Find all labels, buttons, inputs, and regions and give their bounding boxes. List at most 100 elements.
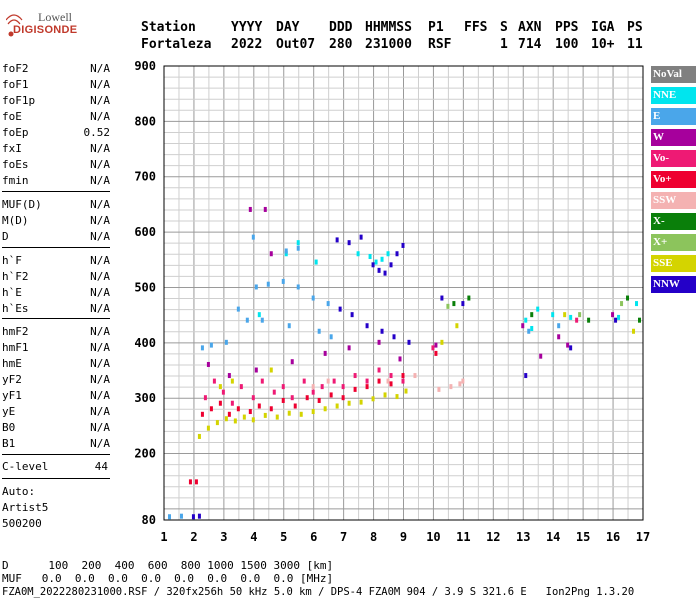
param-row-yf1: yF1 N/A	[2, 389, 110, 404]
header-value-pps: 100	[555, 37, 579, 52]
y-tick-label: 200	[134, 447, 156, 461]
y-tick-label: 80	[142, 513, 156, 527]
series-sse	[197, 312, 636, 439]
data-point	[248, 206, 252, 212]
header-value-ddd: 280	[329, 37, 353, 52]
x-tick-label: 7	[340, 530, 347, 544]
data-point	[617, 314, 621, 320]
series-e	[167, 234, 561, 520]
data-point	[257, 403, 261, 409]
data-point	[434, 350, 438, 356]
data-point	[329, 334, 333, 340]
data-point	[311, 295, 315, 301]
data-point	[209, 342, 213, 348]
param-row-ye: yE N/A	[2, 405, 110, 420]
param-value: N/A	[90, 110, 110, 123]
param-value: N/A	[90, 421, 110, 434]
data-point	[236, 406, 240, 412]
param-value: N/A	[90, 270, 110, 283]
data-point	[401, 373, 405, 379]
ionogram-chart: 1 2 3 4 5 6 7 8 9 10 11 12 13 14 15 16 17802003004005006…	[134, 59, 650, 544]
header-value-station: Fortaleza	[141, 37, 212, 52]
data-point	[395, 251, 399, 257]
data-point	[260, 378, 264, 384]
param-name: foEs	[2, 158, 29, 171]
data-point	[200, 345, 204, 351]
footer-info: FZA0M_2022280231000.RSF / 320fx256h 50 k…	[2, 586, 635, 598]
param-value: N/A	[90, 62, 110, 75]
param-name: foE	[2, 110, 22, 123]
data-point	[407, 339, 411, 345]
param-row-hf2: h`F2 N/A	[2, 270, 110, 285]
y-tick-label: 800	[134, 114, 156, 128]
data-point	[275, 414, 279, 420]
legend-item-e: E	[651, 108, 696, 125]
data-point	[401, 378, 405, 384]
data-point	[230, 400, 234, 406]
auto-scaling-line: 500200	[2, 517, 42, 530]
y-tick-label: 600	[134, 225, 156, 239]
data-point	[323, 406, 327, 412]
y-tick-label: 300	[134, 391, 156, 405]
data-point	[224, 416, 228, 422]
data-point	[260, 317, 264, 323]
data-point	[245, 317, 249, 323]
data-point	[458, 381, 462, 387]
header-label-axn: AXN	[518, 20, 542, 35]
data-point	[212, 378, 216, 384]
header-label-station: Station	[141, 20, 196, 35]
header-label-yyyy: YYYY	[231, 20, 263, 35]
param-name: yE	[2, 405, 16, 418]
param-value: N/A	[90, 389, 110, 402]
header-value-p1: RSF	[428, 37, 452, 52]
data-point	[251, 395, 255, 401]
series-x	[452, 295, 642, 323]
data-point	[614, 317, 618, 323]
footer-distance-row: D 100 200 400 600 800 1000 1500 3000 [km…	[2, 559, 334, 572]
data-point	[449, 384, 453, 390]
param-row-hme: hmE N/A	[2, 357, 110, 372]
param-value: N/A	[90, 214, 110, 227]
data-point	[359, 234, 363, 240]
header-value-hhmmss: 231000	[365, 37, 412, 52]
plot-frame	[163, 65, 644, 521]
x-tick-label: 6	[310, 530, 317, 544]
data-point	[539, 353, 543, 359]
header-value-axn: 714	[518, 37, 542, 52]
data-point	[347, 240, 351, 246]
data-point	[269, 251, 273, 257]
data-point	[359, 399, 363, 405]
param-value: N/A	[90, 78, 110, 91]
data-point	[311, 384, 315, 390]
data-point	[335, 237, 339, 243]
data-point	[341, 395, 345, 401]
data-point	[353, 386, 357, 392]
x-tick-label: 10	[426, 530, 440, 544]
data-point	[569, 314, 573, 320]
data-point	[557, 323, 561, 329]
data-point	[626, 295, 630, 301]
header-label-ffs: FFS	[464, 20, 488, 35]
data-point	[347, 400, 351, 406]
data-point	[350, 312, 354, 318]
data-point	[611, 312, 615, 318]
x-tick-label: 4	[250, 530, 257, 544]
data-point	[638, 317, 642, 323]
legend-item-noval: NoVal	[651, 66, 696, 83]
y-tick-label: 400	[134, 336, 156, 350]
param-row-he: h`E N/A	[2, 286, 110, 301]
legend-item-vo: Vo-	[651, 150, 696, 167]
data-point	[191, 514, 195, 520]
data-point	[524, 373, 528, 379]
x-tick-label: 17	[636, 530, 650, 544]
data-point	[293, 403, 297, 409]
param-row-hmf2: hmF2 N/A	[2, 325, 110, 340]
header-value-s: 1	[500, 37, 508, 52]
data-point	[215, 420, 219, 426]
data-point	[431, 345, 435, 351]
param-name: C-level	[2, 460, 49, 473]
data-point	[620, 301, 624, 307]
param-row-fmin: fmin N/A	[2, 174, 110, 189]
data-point	[440, 295, 444, 301]
data-point	[323, 350, 327, 356]
